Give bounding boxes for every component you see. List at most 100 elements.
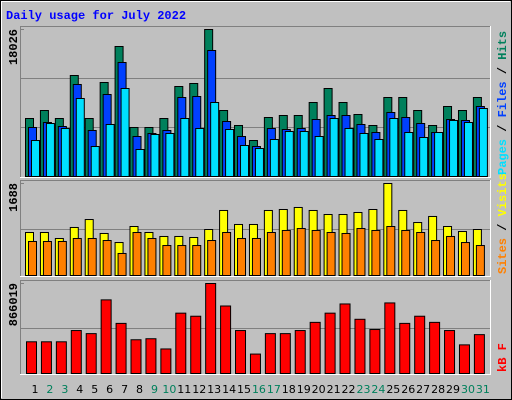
bar [359,132,369,178]
bar [399,322,411,374]
bar [160,348,172,375]
bar [444,330,456,374]
bar [419,137,429,177]
x-tick-label: 29 [446,383,460,396]
legend-separator: / [496,117,510,139]
bar [329,118,339,177]
bar [384,302,396,374]
bar [389,118,399,177]
x-tick-label: 17 [267,383,281,396]
x-tick-label: 22 [342,383,356,396]
x-tick-label: 14 [222,383,236,396]
x-tick-label: 18 [282,383,296,396]
bar [354,318,366,374]
x-tick-label: 6 [106,383,113,396]
bar [269,139,279,178]
bar [45,123,55,177]
bar [463,121,473,177]
bar [85,333,97,374]
bar [294,330,306,374]
bar [55,341,67,375]
bar [475,245,485,276]
bar [177,245,187,276]
bar [130,339,142,374]
x-tick-label: 23 [356,383,370,396]
bar [374,139,384,178]
legend: kB F [496,343,510,372]
x-tick-label: 20 [312,383,326,396]
bar [401,229,411,277]
bar [386,226,396,276]
bar [240,145,250,177]
x-tick-label: 5 [91,383,98,396]
x-tick-label: 11 [177,383,191,396]
y-tick-label: 18026 [7,29,21,65]
bar [356,228,366,276]
bar [449,120,459,177]
x-tick-label: 9 [151,383,158,396]
bar [42,240,52,277]
bar [75,97,85,177]
bar [150,134,160,178]
legend-entry: Pages [496,139,510,175]
x-tick-label: 21 [327,383,341,396]
bar [210,102,220,177]
x-tick-label: 12 [192,383,206,396]
bar [40,341,52,375]
x-tick-label: 30 [461,383,475,396]
bar [105,123,115,177]
y-tick-label: 1688 [7,183,21,212]
bar [446,235,456,276]
bar [314,136,324,177]
bar [264,333,276,374]
legend-separator: / [496,60,510,82]
chart-title: Daily usage for July 2022 [6,9,186,23]
bar [100,299,112,374]
bar [190,315,202,374]
bar [205,283,217,374]
bar [225,129,235,178]
bar [324,312,336,374]
bar [165,132,175,178]
x-tick-label: 4 [76,383,83,396]
bar [147,237,157,276]
bar [429,321,441,375]
x-tick-label: 13 [207,383,221,396]
bar [31,140,40,178]
bar [369,329,381,374]
bar [162,245,172,276]
legend: Pages / Files / Hits [496,31,510,175]
bar [458,344,470,375]
bar [296,228,306,276]
bar [341,232,351,276]
bar [326,231,336,277]
legend: Sites / Visits [496,173,510,274]
bar [299,131,309,177]
x-tick-label: 3 [61,383,68,396]
bar [220,305,232,374]
legend-entry: Files [496,81,510,117]
bar [175,312,187,374]
bar [102,240,112,276]
bar [115,322,127,374]
x-tick-label: 7 [121,383,128,396]
bar [237,237,247,276]
bar [57,240,67,277]
bar [120,88,130,177]
x-tick-label: 25 [386,383,400,396]
bar [339,303,351,374]
x-tick-label: 31 [476,383,490,396]
bar [309,321,321,375]
bar [132,231,142,277]
bar [279,333,291,374]
bar [254,148,264,177]
bar [28,240,37,277]
legend-entry: Sites [496,238,510,274]
bar [251,237,261,276]
bar [180,118,190,177]
x-tick-label: 10 [162,383,176,396]
y-tick-label: 866019 [7,283,21,326]
bar [145,338,157,375]
bar [473,334,485,375]
